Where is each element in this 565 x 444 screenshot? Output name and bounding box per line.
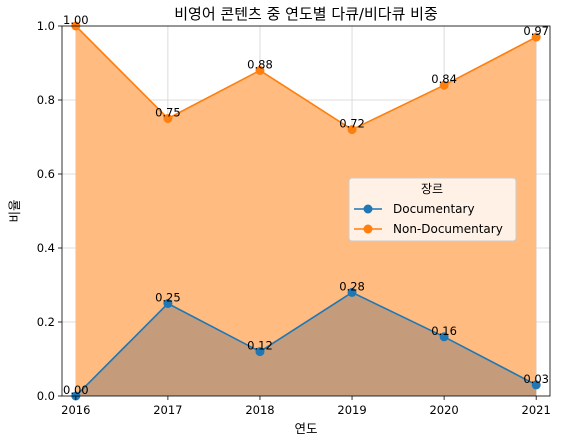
point-non-documentary — [439, 80, 449, 90]
data-label-non-documentary: 0.75 — [155, 106, 181, 120]
chart-title: 비영어 콘텐츠 중 연도별 다큐/비다큐 비중 — [174, 5, 438, 23]
data-label-documentary: 0.12 — [247, 339, 273, 353]
legend-title: 장르 — [421, 182, 443, 196]
x-tick-label: 2019 — [337, 403, 366, 417]
line-non-documentary — [75, 25, 537, 131]
point-non-documentary — [347, 125, 357, 135]
data-label-documentary: 0.25 — [155, 291, 181, 305]
legend-marker-documentary — [363, 204, 373, 214]
x-axis-ticks: 2016 2017 2018 2019 2020 2021 — [61, 396, 551, 417]
area-non-documentary — [75, 26, 537, 396]
area-documentary — [75, 292, 537, 396]
point-documentary — [255, 347, 265, 357]
x-tick-label: 2018 — [245, 403, 274, 417]
axes-frame — [61, 25, 551, 397]
point-documentary — [163, 299, 173, 308]
y-tick-label: 0.4 — [37, 241, 55, 255]
data-label-non-documentary: 0.88 — [247, 57, 273, 71]
axes-border — [61, 25, 551, 397]
data-label-documentary: 0.28 — [339, 279, 365, 293]
series-lines — [75, 25, 537, 397]
data-labels: 0.00 0.25 0.12 0.28 0.16 0.03 1.00 0.75 0.88 0.72… — [63, 13, 549, 397]
legend-label-documentary: Documentary — [393, 202, 475, 216]
data-label-documentary: 0.16 — [431, 324, 457, 338]
legend: 장르 Documentary Non-Documentary — [348, 177, 517, 242]
point-documentary — [531, 380, 541, 390]
y-tick-label: 1.0 — [37, 19, 55, 33]
y-tick-label: 0.0 — [37, 389, 55, 403]
point-documentary — [439, 332, 449, 342]
legend-label-non-documentary: Non-Documentary — [393, 222, 503, 236]
x-tick-label: 2016 — [61, 403, 90, 417]
x-tick-label: 2021 — [522, 403, 551, 417]
y-tick-label: 0.2 — [37, 315, 55, 329]
y-axis-ticks: 0.0 0.2 0.4 0.6 0.8 1.0 — [37, 19, 62, 403]
data-label-documentary: 0.03 — [523, 372, 549, 386]
y-tick-label: 0.6 — [37, 167, 55, 181]
x-tick-label: 2017 — [153, 403, 182, 417]
point-documentary — [347, 287, 357, 297]
area-layers — [75, 26, 537, 396]
data-label-non-documentary: 1.00 — [63, 13, 89, 27]
legend-items: Documentary Non-Documentary — [354, 202, 503, 236]
data-label-documentary: 0.00 — [63, 383, 89, 397]
legend-marker-non-documentary — [363, 224, 373, 234]
data-label-non-documentary: 0.84 — [431, 72, 457, 86]
line-documentary — [75, 291, 537, 397]
point-non-documentary — [531, 32, 541, 42]
x-tick-label: 2020 — [429, 403, 458, 417]
point-non-documentary — [255, 65, 265, 75]
y-tick-label: 0.8 — [37, 93, 55, 107]
x-axis-label: 연도 — [294, 421, 317, 436]
data-label-non-documentary: 0.72 — [339, 117, 365, 131]
y-axis-label: 비율 — [7, 199, 22, 222]
legend-box — [348, 177, 517, 242]
data-label-non-documentary: 0.97 — [523, 24, 549, 38]
point-non-documentary — [163, 114, 173, 123]
